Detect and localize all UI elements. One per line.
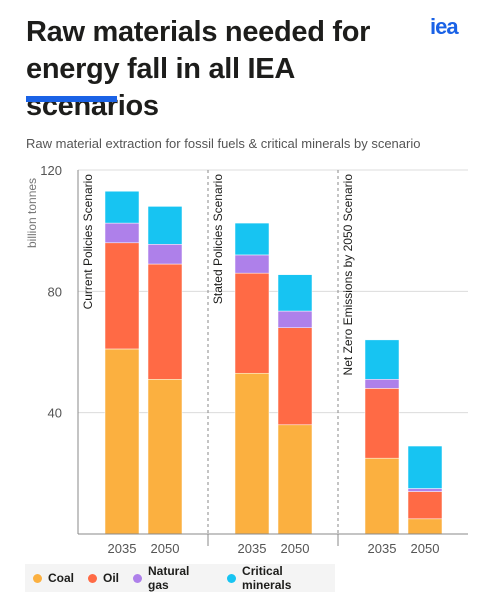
bar-segment-critical-minerals: [364, 339, 400, 380]
bar-segment-coal: [147, 379, 183, 535]
legend-label: Coal: [48, 571, 75, 585]
y-axis-label: billion tonnes: [25, 178, 39, 248]
bar-segment-oil: [147, 263, 183, 380]
legend-swatch: [227, 573, 237, 583]
y-tick-label: 40: [48, 406, 62, 421]
y-tick-label: 120: [40, 163, 62, 178]
scenario-label: Stated Policies Scenario: [211, 174, 225, 304]
page-title: Raw materials needed for energy fall in …: [26, 14, 426, 125]
legend: Coal Oil Natural gas Critical minerals: [25, 564, 335, 592]
bar-segment-oil: [407, 491, 443, 520]
bar-segment-coal: [277, 424, 313, 535]
x-tick-label: 2035: [368, 541, 397, 556]
bar-segment-natural-gas: [277, 310, 313, 328]
chart-subtitle: Raw material extraction for fossil fuels…: [26, 136, 421, 151]
legend-item: Oil: [88, 571, 119, 585]
bar-segment-oil: [277, 327, 313, 426]
bar-segment-natural-gas: [407, 488, 443, 492]
legend-swatch: [88, 573, 98, 583]
scenario-separators: [207, 170, 339, 534]
bar-segment-coal: [104, 348, 140, 535]
legend-swatch: [33, 573, 42, 583]
scenario-label: Current Policies Scenario: [81, 174, 95, 310]
axes: [77, 170, 468, 546]
iea-logo: iea: [430, 14, 459, 39]
bar-segment-critical-minerals: [234, 222, 270, 256]
bar-segment-critical-minerals: [407, 445, 443, 489]
bar-segment-critical-minerals: [147, 206, 183, 245]
bar-segment-coal: [234, 372, 270, 535]
bar-segment-coal: [364, 457, 400, 535]
bar-segment-natural-gas: [234, 254, 270, 274]
x-tick-label: 2050: [281, 541, 310, 556]
y-tick-label: 80: [48, 284, 62, 299]
legend-label: Oil: [103, 571, 120, 585]
legend-item: Critical minerals: [227, 564, 335, 592]
bar-segment-oil: [234, 272, 270, 374]
x-tick-label: 2035: [238, 541, 267, 556]
x-tick-label: 2050: [411, 541, 440, 556]
title-line-1: Raw materials needed for: [26, 16, 371, 48]
scenario-label: Net Zero Emissions by 2050 Scenario: [341, 174, 355, 376]
legend-item: Coal: [33, 571, 74, 585]
bar-segment-oil: [104, 242, 140, 350]
x-tick-label: 2050: [151, 541, 180, 556]
bar-segment-natural-gas: [104, 222, 140, 244]
bar-segment-critical-minerals: [277, 274, 313, 312]
bar-segment-critical-minerals: [104, 190, 140, 224]
x-tick-label: 2035: [108, 541, 137, 556]
bar-segment-oil: [364, 388, 400, 459]
legend-label: Natural gas: [147, 564, 190, 592]
bar-segment-coal: [407, 518, 443, 535]
bars: [104, 190, 443, 535]
title-line-2: energy fall in all IEA scenarios: [26, 53, 294, 122]
legend-swatch: [133, 573, 142, 583]
bar-segment-natural-gas: [364, 379, 400, 389]
legend-label: Critical minerals: [242, 564, 292, 592]
gridlines: [78, 169, 468, 414]
legend-item: Natural gas: [133, 564, 213, 592]
bar-segment-natural-gas: [147, 244, 183, 265]
accent-bar: [26, 96, 117, 102]
